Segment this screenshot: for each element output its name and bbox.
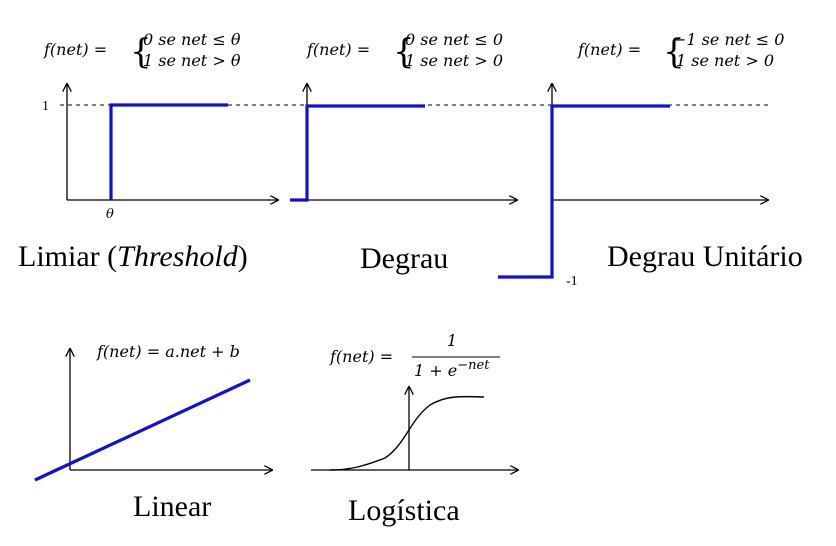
threshold-case-2: 1 se net > θ bbox=[143, 51, 241, 70]
logistic-formula: f(net) = 1 1 + e−net bbox=[329, 331, 500, 380]
logistic-denominator: 1 + e−net bbox=[414, 358, 490, 380]
logistic-formula-lhs: f(net) = bbox=[329, 347, 393, 366]
unit-step-label: Degrau Unitário bbox=[607, 240, 803, 273]
linear-line bbox=[34, 378, 251, 482]
logistic-label: Logística bbox=[348, 494, 460, 527]
threshold-formula: f(net) = { 0 se net ≤ θ 1 se net > θ bbox=[43, 30, 241, 72]
unit-step-y-tick-neg: -1 bbox=[566, 274, 578, 289]
threshold-label: Limiar (Threshold) bbox=[18, 240, 248, 273]
unit-step-panel: f(net) = { −1 se net ≤ 0 1 se net > 0 -1… bbox=[498, 30, 803, 289]
unit-step-formula: f(net) = { −1 se net ≤ 0 1 se net > 0 bbox=[577, 30, 784, 72]
step-panel: f(net) = { 0 se net ≤ 0 1 se net > 0 Deg… bbox=[290, 30, 517, 275]
logistic-numerator: 1 bbox=[447, 331, 457, 350]
threshold-case-1: 0 se net ≤ θ bbox=[143, 30, 241, 49]
step-line bbox=[290, 104, 425, 202]
step-formula-brace: { bbox=[393, 32, 415, 72]
linear-panel: f(net) = a.net + b Linear bbox=[34, 342, 272, 523]
logistic-sigmoid-curve bbox=[329, 395, 485, 471]
threshold-x-tick-theta: θ bbox=[106, 207, 114, 222]
threshold-y-tick-1: 1 bbox=[42, 99, 49, 114]
step-formula: f(net) = { 0 se net ≤ 0 1 se net > 0 bbox=[306, 30, 503, 72]
step-case-1: 0 se net ≤ 0 bbox=[405, 30, 503, 49]
logistic-panel: f(net) = 1 1 + e−net Logística bbox=[311, 331, 518, 527]
linear-label: Linear bbox=[133, 490, 211, 523]
step-formula-lhs: f(net) = bbox=[306, 40, 370, 59]
threshold-panel: f(net) = { 0 se net ≤ θ 1 se net > θ 1 θ… bbox=[18, 30, 278, 273]
threshold-formula-brace: { bbox=[130, 32, 152, 72]
step-label: Degrau bbox=[360, 242, 448, 275]
unit-step-line bbox=[498, 104, 670, 279]
unit-step-case-2: 1 se net > 0 bbox=[676, 51, 774, 70]
linear-formula: f(net) = a.net + b bbox=[96, 342, 240, 361]
threshold-step-line bbox=[109, 103, 228, 200]
unit-step-case-1: −1 se net ≤ 0 bbox=[673, 30, 784, 49]
unit-step-formula-lhs: f(net) = bbox=[577, 40, 641, 59]
step-case-2: 1 se net > 0 bbox=[405, 51, 503, 70]
threshold-formula-lhs: f(net) = bbox=[43, 40, 107, 59]
unit-step-formula-brace: { bbox=[663, 32, 685, 72]
